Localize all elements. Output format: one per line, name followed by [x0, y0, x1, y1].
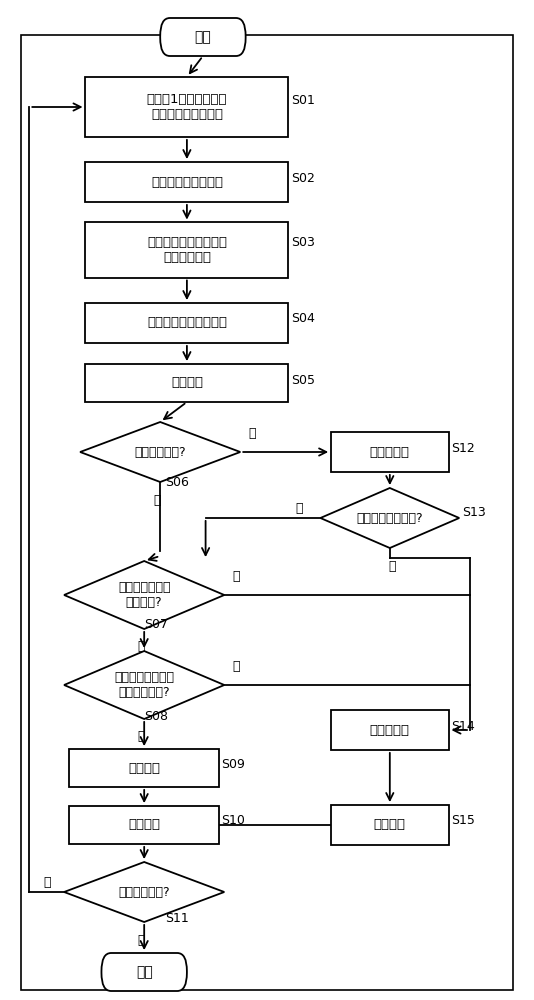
Text: 是: 是: [138, 934, 145, 946]
Text: S14: S14: [451, 720, 475, 732]
Text: 将基板保持在保持台上: 将基板保持在保持台上: [147, 316, 227, 330]
Text: 经过时间是否为容
许上限值以下?: 经过时间是否为容 许上限值以下?: [114, 671, 174, 699]
Text: 否: 否: [248, 427, 256, 440]
Text: 否: 否: [232, 570, 240, 583]
Bar: [85, 77, 288, 137]
Bar: [69, 749, 219, 787]
Text: S11: S11: [166, 912, 189, 924]
Text: S09: S09: [222, 758, 246, 770]
Text: 是: 是: [138, 730, 145, 744]
Text: S02: S02: [291, 172, 315, 184]
Text: S06: S06: [166, 476, 190, 488]
Bar: [85, 223, 288, 277]
Text: 排除基板: 排除基板: [374, 818, 406, 832]
Text: 是否继续进行处理?: 是否继续进行处理?: [357, 512, 423, 524]
Text: S04: S04: [291, 312, 315, 326]
Text: S08: S08: [144, 710, 168, 724]
Text: 开始监视改性处理结束
后的经过时间: 开始监视改性处理结束 后的经过时间: [147, 236, 227, 264]
Bar: [331, 805, 449, 845]
Polygon shape: [64, 561, 224, 629]
Text: S05: S05: [291, 373, 315, 386]
Text: 描绘数据的生成
是否正常?: 描绘数据的生成 是否正常?: [118, 581, 170, 609]
Text: 是: 是: [295, 502, 303, 514]
Text: 开始: 开始: [194, 30, 211, 44]
Text: 处理是否结束?: 处理是否结束?: [119, 886, 170, 898]
Text: S07: S07: [144, 618, 168, 632]
Bar: [85, 364, 288, 402]
Text: 通知操作者: 通知操作者: [370, 446, 410, 458]
Polygon shape: [64, 862, 224, 922]
Polygon shape: [80, 422, 240, 482]
Text: S12: S12: [451, 442, 475, 454]
Text: 对准基板: 对准基板: [171, 376, 203, 389]
FancyBboxPatch shape: [101, 953, 187, 991]
Bar: [331, 432, 449, 472]
Text: S13: S13: [462, 506, 485, 518]
Text: S15: S15: [451, 814, 475, 828]
Polygon shape: [64, 651, 224, 719]
Bar: [85, 162, 288, 202]
Text: S01: S01: [291, 94, 315, 106]
Text: 涂布油墨: 涂布油墨: [128, 762, 160, 774]
Bar: [69, 806, 219, 844]
Text: 通过第1输送装置输送
接下来要处理的基板: 通过第1输送装置输送 接下来要处理的基板: [147, 93, 227, 121]
Text: 是: 是: [154, 493, 161, 506]
Polygon shape: [320, 488, 459, 548]
Text: 否: 否: [43, 876, 51, 888]
Text: 否: 否: [232, 660, 240, 674]
Text: 搬出基板: 搬出基板: [128, 818, 160, 832]
Bar: [85, 303, 288, 343]
Text: 是: 是: [138, 641, 145, 654]
Text: 否: 否: [389, 560, 396, 572]
Text: 通知操作者: 通知操作者: [370, 724, 410, 736]
Text: S10: S10: [222, 814, 246, 828]
FancyBboxPatch shape: [160, 18, 246, 56]
Text: 结束: 结束: [136, 965, 153, 979]
Text: 对基板表面进行改性: 对基板表面进行改性: [151, 176, 223, 188]
Text: S03: S03: [291, 235, 315, 248]
Bar: [331, 710, 449, 750]
Text: 对准是否正常?: 对准是否正常?: [135, 446, 186, 458]
